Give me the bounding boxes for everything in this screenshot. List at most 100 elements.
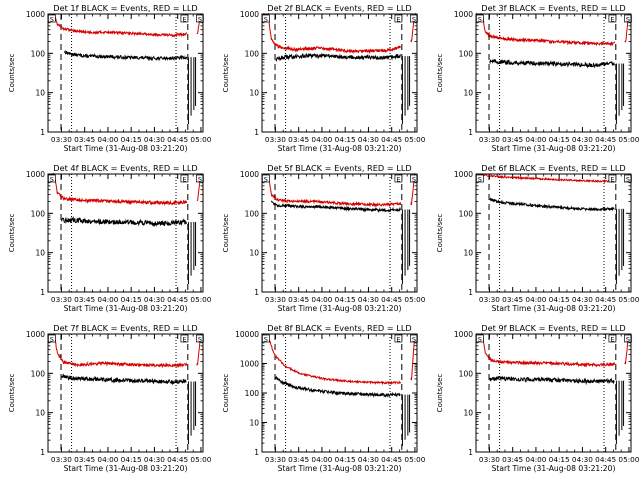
lld-series-line — [261, 12, 417, 55]
x-tick-label: 04:45 — [167, 455, 188, 464]
y-tick-label: 10 — [35, 89, 45, 98]
panel-title: Det 3f BLACK = Events, RED = LLD — [481, 3, 625, 13]
x-axis-label: Start Time (31-Aug-08 03:21:20) — [492, 144, 616, 153]
y-axis-label: Counts/sec — [436, 214, 444, 253]
panel-title: Det 8f BLACK = Events, RED = LLD — [267, 323, 411, 333]
x-tick-label: 04:45 — [595, 135, 616, 144]
x-axis-label: Start Time (31-Aug-08 03:21:20) — [64, 304, 188, 313]
x-tick-label: 03:30 — [479, 455, 500, 464]
x-tick-label: 04:45 — [167, 295, 188, 304]
y-tick-label: 1 — [468, 448, 473, 457]
y-tick-label: 100 — [459, 49, 474, 58]
flag-box — [608, 174, 617, 183]
events-series-line — [489, 375, 615, 386]
flag-label: E — [610, 15, 614, 23]
flag-label: E — [610, 175, 614, 183]
flag-label: S — [198, 335, 202, 343]
flag-label: S — [50, 175, 54, 183]
x-tick-label: 03:30 — [51, 455, 72, 464]
x-tick-label: 04:15 — [549, 135, 570, 144]
x-tick-label: 03:45 — [288, 135, 309, 144]
flag-label: S — [478, 15, 482, 23]
events-series-line — [61, 216, 187, 227]
x-axis-label: Start Time (31-Aug-08 03:21:20) — [278, 144, 402, 153]
detector-panel: Det 9f BLACK = Events, RED = LLD Counts/s… — [436, 323, 640, 473]
flag-label: S — [198, 175, 202, 183]
flag-box — [180, 14, 189, 23]
x-tick-label: 04:30 — [144, 455, 165, 464]
y-axis-label: Counts/sec — [222, 374, 230, 413]
x-axis-label: Start Time (31-Aug-08 03:21:20) — [492, 304, 616, 313]
y-tick-label: 10000 — [235, 330, 259, 339]
events-series-line — [61, 373, 187, 386]
x-tick-label: 04:30 — [144, 295, 165, 304]
panel-title: Det 6f BLACK = Events, RED = LLD — [481, 163, 625, 173]
y-tick-label: 100 — [459, 369, 474, 378]
panel-title: Det 4f BLACK = Events, RED = LLD — [53, 163, 197, 173]
flag-box — [394, 174, 403, 183]
x-tick-label: 03:45 — [288, 455, 309, 464]
x-tick-label: 04:45 — [381, 295, 402, 304]
detector-panel: Det 4f BLACK = Events, RED = LLD Counts/s… — [8, 163, 212, 313]
x-tick-label: 04:30 — [572, 295, 593, 304]
plot-frame — [261, 173, 418, 293]
y-tick-label: 1000 — [26, 330, 45, 339]
x-tick-label: 04:00 — [311, 455, 332, 464]
x-tick-label: 04:15 — [549, 455, 570, 464]
plot-frame — [47, 13, 204, 133]
x-tick-label: 03:45 — [502, 135, 523, 144]
y-tick-label: 1 — [40, 448, 45, 457]
x-tick-label: 03:30 — [51, 295, 72, 304]
y-tick-label: 1000 — [454, 170, 473, 179]
y-tick-label: 1 — [40, 128, 45, 137]
plot-frame — [475, 333, 632, 453]
flag-box — [394, 14, 403, 23]
panel-title: Det 2f BLACK = Events, RED = LLD — [267, 3, 411, 13]
plot-frame — [475, 13, 632, 133]
x-axis-label: Start Time (31-Aug-08 03:21:20) — [278, 464, 402, 473]
flag-label: S — [264, 335, 268, 343]
flag-label: S — [264, 175, 268, 183]
y-axis-label: Counts/sec — [8, 374, 16, 413]
panel-title: Det 1f BLACK = Events, RED = LLD — [53, 3, 197, 13]
detector-panel: Det 1f BLACK = Events, RED = LLD Counts/s… — [8, 3, 212, 153]
x-tick-label: 03:30 — [51, 135, 72, 144]
x-tick-label: 03:45 — [74, 135, 95, 144]
x-tick-label: 04:30 — [572, 455, 593, 464]
y-tick-label: 10 — [463, 89, 473, 98]
flag-label: E — [396, 15, 400, 23]
x-tick-label: 03:45 — [74, 295, 95, 304]
y-axis-label: Counts/sec — [436, 54, 444, 93]
y-tick-label: 1000 — [240, 360, 259, 369]
x-tick-label: 04:45 — [381, 455, 402, 464]
y-tick-label: 10 — [35, 249, 45, 258]
y-tick-label: 10 — [249, 249, 259, 258]
x-tick-label: 04:15 — [335, 455, 356, 464]
flag-box — [608, 334, 617, 343]
events-series-line — [489, 197, 615, 212]
y-tick-label: 10 — [35, 409, 45, 418]
x-tick-label: 03:30 — [265, 295, 286, 304]
x-tick-label: 03:30 — [265, 135, 286, 144]
y-tick-label: 100 — [31, 49, 46, 58]
y-tick-label: 1000 — [240, 10, 259, 19]
panel-title: Det 7f BLACK = Events, RED = LLD — [53, 323, 197, 333]
flag-label: S — [412, 335, 416, 343]
x-axis-label: Start Time (31-Aug-08 03:21:20) — [278, 304, 402, 313]
y-tick-label: 1000 — [26, 170, 45, 179]
y-tick-label: 10 — [249, 419, 259, 428]
x-tick-label: 04:45 — [595, 455, 616, 464]
x-tick-label: 04:30 — [358, 455, 379, 464]
plot-frame — [47, 173, 204, 293]
y-axis-label: Counts/sec — [222, 214, 230, 253]
y-tick-label: 100 — [245, 389, 260, 398]
y-tick-label: 1000 — [240, 170, 259, 179]
detector-panel: Det 8f BLACK = Events, RED = LLD Counts/s… — [222, 323, 426, 473]
y-tick-label: 1000 — [454, 10, 473, 19]
x-tick-label: 04:45 — [167, 135, 188, 144]
x-tick-label: 04:15 — [335, 135, 356, 144]
x-tick-label: 04:00 — [311, 135, 332, 144]
y-tick-label: 100 — [245, 49, 260, 58]
x-tick-label: 05:00 — [404, 455, 425, 464]
flag-box — [394, 334, 403, 343]
